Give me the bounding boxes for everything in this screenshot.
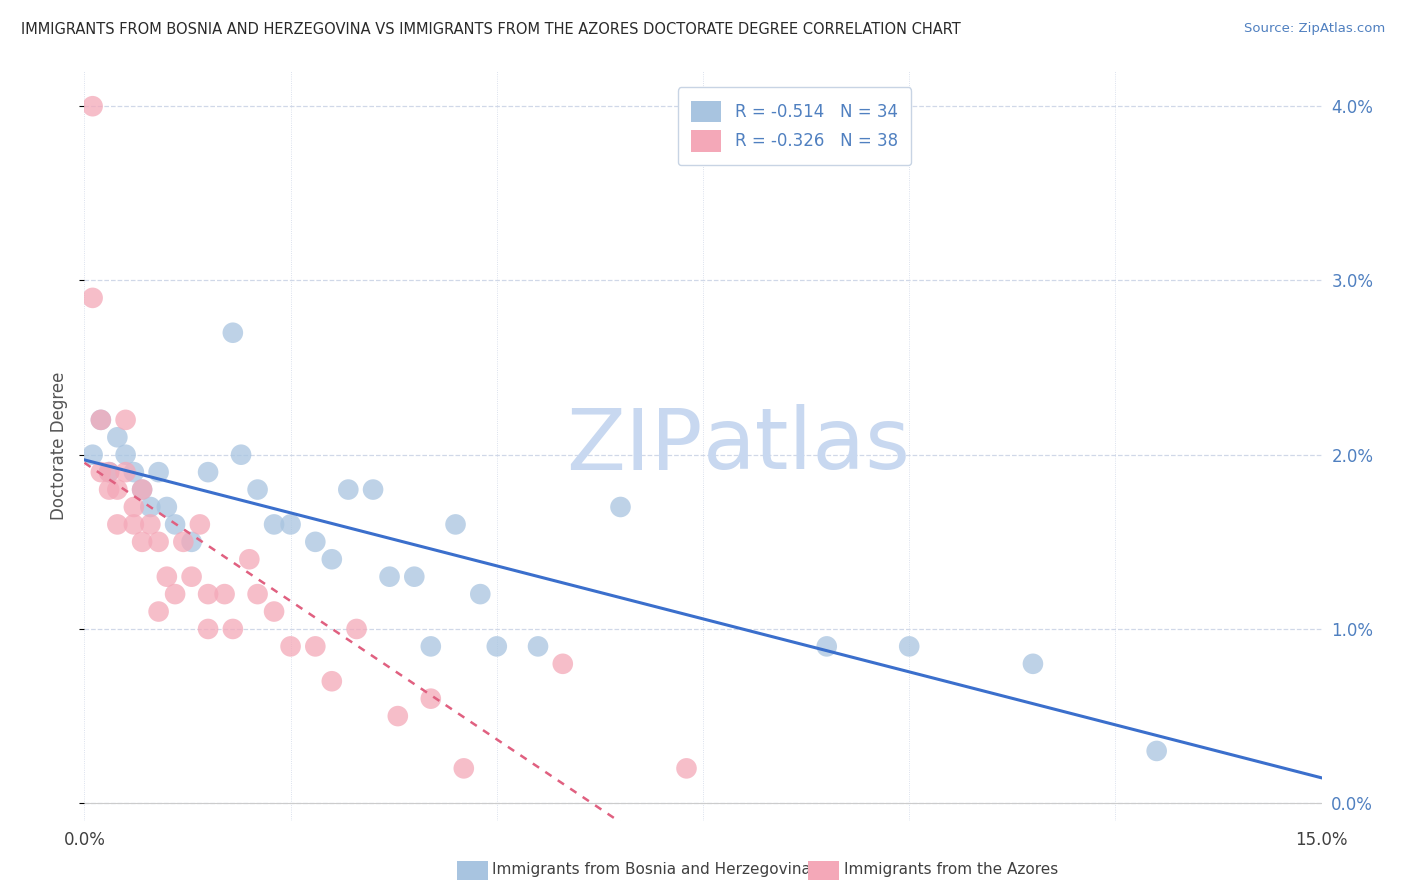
- Point: [419, 640, 441, 654]
- Point: [675, 761, 697, 775]
- Text: ZIP: ZIP: [567, 404, 703, 488]
- Point: [98, 483, 121, 497]
- Point: [180, 570, 202, 584]
- Point: [361, 483, 384, 497]
- Point: [551, 657, 574, 671]
- Point: [527, 640, 550, 654]
- Point: [444, 517, 467, 532]
- Point: [148, 534, 170, 549]
- Point: [197, 587, 219, 601]
- Point: [90, 413, 112, 427]
- Point: [139, 517, 162, 532]
- Point: [485, 640, 508, 654]
- Point: [82, 291, 104, 305]
- Point: [470, 587, 492, 601]
- Text: Immigrants from Bosnia and Herzegovina: Immigrants from Bosnia and Herzegovina: [492, 863, 811, 877]
- Point: [114, 413, 136, 427]
- Point: [404, 570, 426, 584]
- Point: [105, 483, 128, 497]
- Point: [346, 622, 368, 636]
- Point: [214, 587, 236, 601]
- Text: IMMIGRANTS FROM BOSNIA AND HERZEGOVINA VS IMMIGRANTS FROM THE AZORES DOCTORATE D: IMMIGRANTS FROM BOSNIA AND HERZEGOVINA V…: [21, 22, 960, 37]
- Point: [246, 587, 269, 601]
- Point: [165, 587, 187, 601]
- Point: [222, 326, 245, 340]
- Point: [898, 640, 921, 654]
- Point: [263, 605, 285, 619]
- Point: [378, 570, 401, 584]
- Point: [139, 500, 162, 514]
- Point: [321, 674, 343, 689]
- Point: [122, 517, 145, 532]
- Point: [321, 552, 343, 566]
- Point: [172, 534, 194, 549]
- Point: [246, 483, 269, 497]
- Point: [114, 465, 136, 479]
- Point: [148, 605, 170, 619]
- Point: [280, 517, 302, 532]
- Point: [156, 570, 179, 584]
- Point: [222, 622, 245, 636]
- Point: [1146, 744, 1168, 758]
- Point: [105, 517, 128, 532]
- Point: [180, 534, 202, 549]
- Point: [238, 552, 260, 566]
- Text: Immigrants from the Azores: Immigrants from the Azores: [844, 863, 1057, 877]
- Text: Source: ZipAtlas.com: Source: ZipAtlas.com: [1244, 22, 1385, 36]
- Point: [131, 534, 153, 549]
- Point: [453, 761, 475, 775]
- Legend: R = -0.514   N = 34, R = -0.326   N = 38: R = -0.514 N = 34, R = -0.326 N = 38: [678, 87, 911, 165]
- Point: [131, 483, 153, 497]
- Text: atlas: atlas: [703, 404, 911, 488]
- Point: [304, 640, 326, 654]
- Point: [114, 448, 136, 462]
- Point: [90, 413, 112, 427]
- Point: [156, 500, 179, 514]
- Point: [815, 640, 838, 654]
- Point: [263, 517, 285, 532]
- Point: [122, 500, 145, 514]
- Point: [98, 465, 121, 479]
- Point: [304, 534, 326, 549]
- Point: [387, 709, 409, 723]
- Point: [229, 448, 252, 462]
- Point: [122, 465, 145, 479]
- Point: [197, 622, 219, 636]
- Point: [90, 465, 112, 479]
- Point: [131, 483, 153, 497]
- Point: [105, 430, 128, 444]
- Point: [280, 640, 302, 654]
- Point: [148, 465, 170, 479]
- Point: [337, 483, 360, 497]
- Point: [188, 517, 211, 532]
- Point: [609, 500, 631, 514]
- Point: [165, 517, 187, 532]
- Y-axis label: Doctorate Degree: Doctorate Degree: [51, 372, 69, 520]
- Point: [419, 691, 441, 706]
- Point: [82, 99, 104, 113]
- Point: [1022, 657, 1045, 671]
- Point: [82, 448, 104, 462]
- Point: [197, 465, 219, 479]
- Point: [98, 465, 121, 479]
